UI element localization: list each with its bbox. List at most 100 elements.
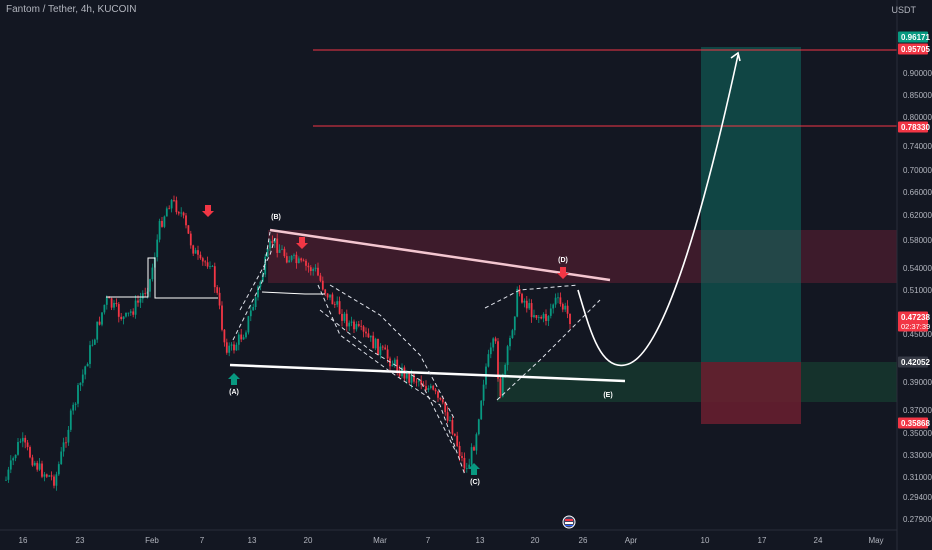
candle-body [53, 476, 55, 486]
red-down-arrow-icon[interactable] [296, 237, 308, 249]
time-tick-label: 7 [426, 536, 431, 545]
candle-body [305, 260, 307, 266]
candle-body [377, 338, 379, 355]
candle-body [36, 462, 39, 470]
candle-body [194, 250, 197, 254]
candle-body [254, 297, 257, 307]
lower-trendline[interactable] [229, 363, 626, 383]
candle-body [425, 386, 427, 391]
candle-body [24, 437, 27, 443]
candle-body [343, 313, 346, 321]
candle-body [151, 267, 154, 280]
candle-body [67, 429, 70, 443]
candle-body [324, 289, 327, 294]
candle-body [261, 274, 264, 282]
candle-body [309, 267, 312, 272]
candle-body [264, 256, 267, 275]
step-line [106, 257, 218, 299]
price-tick-label: 0.66000 [903, 188, 932, 197]
candle-body [396, 359, 399, 371]
price-tag[interactable] [898, 356, 928, 368]
candle-body [41, 463, 43, 477]
candle-body [338, 301, 341, 314]
upper-trendline[interactable] [269, 228, 611, 282]
candle-body [528, 303, 531, 309]
candle-body [257, 286, 259, 298]
candle-body [149, 279, 151, 292]
candle-body [547, 315, 550, 321]
candle-body [417, 380, 420, 382]
candle-body [129, 311, 132, 313]
candle-body [475, 434, 478, 451]
quote-unit-label: USDT [891, 5, 917, 15]
projection-path[interactable] [577, 54, 739, 367]
wave-label[interactable]: (D) [558, 257, 568, 264]
candle-body [266, 248, 269, 257]
candle-body [103, 304, 106, 313]
price-tick-label: 0.62000 [903, 211, 932, 220]
candle-body [314, 267, 317, 269]
candle-body [391, 364, 394, 367]
candle-body [91, 344, 94, 346]
green-up-arrow-icon[interactable] [468, 463, 480, 475]
candle-body [429, 385, 432, 388]
candle-body [465, 468, 468, 469]
projection-arrowhead [730, 51, 741, 62]
candle-body [283, 248, 286, 257]
candle-body [422, 384, 425, 387]
candle-body [185, 215, 187, 226]
candle-body [451, 420, 454, 434]
candle-body [362, 326, 365, 332]
candle-body [93, 339, 96, 345]
candle-body [117, 304, 120, 317]
price-tag[interactable] [898, 43, 928, 55]
wave-label[interactable]: (B) [271, 214, 281, 221]
candle-body [122, 316, 125, 320]
candle-body [453, 433, 456, 436]
price-tag[interactable] [898, 311, 928, 332]
price-tag[interactable] [898, 31, 928, 43]
wave-label[interactable]: (E) [603, 392, 612, 399]
candle-body [235, 344, 238, 351]
candle-body [240, 334, 243, 340]
candle-body [559, 297, 562, 305]
price-tag-label: 0.47238 [901, 313, 930, 322]
step-line-2 [261, 291, 325, 295]
candle-body [564, 305, 567, 310]
candle-body [29, 447, 31, 458]
candle-body [233, 344, 235, 351]
red-down-arrow-icon[interactable] [557, 267, 569, 279]
time-tick-label: 10 [701, 536, 710, 545]
sub-wave-dashes [232, 231, 601, 476]
time-tick-label: 13 [248, 536, 257, 545]
candle-body [369, 335, 372, 338]
candle-body [230, 344, 233, 346]
candle-body [384, 347, 387, 350]
price-tag-label: 0.78330 [901, 123, 930, 132]
candle-body [329, 294, 331, 298]
price-tag-label: 0.42052 [901, 358, 930, 367]
green-up-arrow-icon[interactable] [228, 373, 240, 385]
price-tag[interactable] [898, 417, 928, 429]
price-tick-label: 0.54000 [903, 264, 932, 273]
candle-body [432, 385, 435, 390]
candle-body [494, 338, 497, 342]
candle-body [302, 260, 305, 262]
wave-label[interactable]: (C) [470, 479, 480, 486]
symbol-title[interactable]: Fantom / Tether, 4h, KUCOIN [6, 4, 137, 15]
candle-body [542, 314, 545, 319]
wave-label[interactable]: (A) [229, 389, 239, 396]
economic-event-icon[interactable] [562, 515, 576, 529]
candle-body [26, 442, 29, 448]
red-down-arrow-icon[interactable] [202, 205, 214, 217]
candle-body [374, 338, 377, 349]
candle-body [50, 475, 53, 477]
candle-body [206, 262, 209, 267]
price-tick-label: 0.90000 [903, 69, 932, 78]
candle-body [290, 255, 293, 261]
candle-body [285, 256, 288, 263]
candle-body [247, 316, 250, 333]
candle-body [446, 412, 449, 421]
price-tag[interactable] [898, 121, 928, 133]
